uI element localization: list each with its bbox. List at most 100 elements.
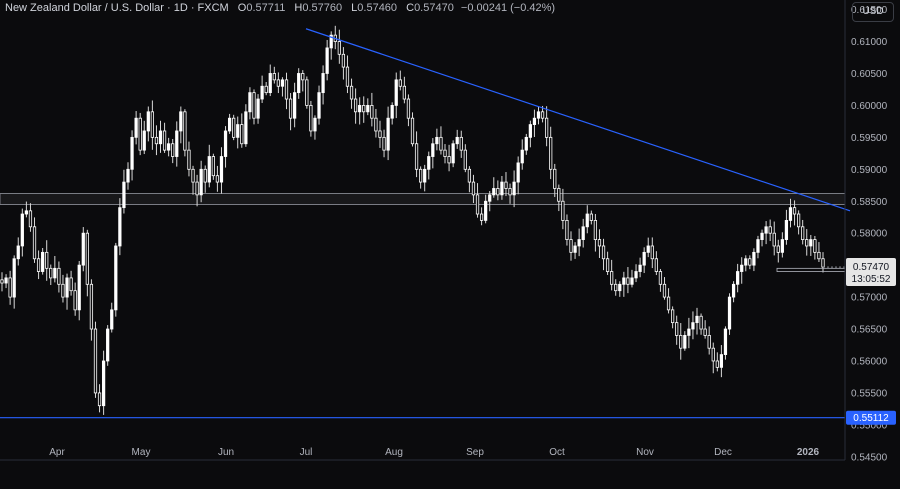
- candle-body: [297, 73, 301, 94]
- candle-body: [561, 200, 565, 221]
- candle-body: [435, 136, 439, 145]
- candle-body: [378, 130, 382, 138]
- candle-body: [431, 143, 435, 157]
- candle-body: [215, 175, 220, 183]
- candle-body: [398, 79, 402, 87]
- candle-body: [325, 47, 329, 74]
- candle-body: [723, 328, 728, 355]
- candle-body: [776, 245, 780, 253]
- candle-body: [276, 79, 280, 87]
- candle-body: [796, 213, 801, 228]
- candle-body: [73, 290, 77, 311]
- x-tick-label: Jul: [300, 447, 313, 458]
- candle-body: [784, 220, 789, 240]
- candle-body: [675, 322, 679, 336]
- candle-body: [370, 105, 374, 119]
- candle-body: [203, 168, 207, 183]
- drawing-lines: [0, 28, 851, 419]
- y-tick-label: 0.56000: [851, 356, 888, 367]
- candle-body: [126, 168, 130, 183]
- candle-body: [719, 354, 724, 368]
- candle-body: [695, 315, 699, 324]
- candle-body: [683, 335, 687, 349]
- candle-body: [780, 239, 784, 253]
- candle-body: [57, 267, 61, 285]
- symbol-title: New Zealand Dollar / U.S. Dollar · 1D · …: [5, 2, 229, 14]
- candle-body: [183, 111, 187, 151]
- x-tick-label: May: [132, 447, 151, 458]
- candle-body: [801, 226, 805, 240]
- candle-body: [427, 156, 431, 170]
- candle-body: [358, 105, 362, 113]
- candle-body: [764, 226, 768, 234]
- y-tick-label: 0.59500: [851, 133, 888, 144]
- candle-body: [524, 136, 528, 151]
- candle-body: [463, 149, 467, 170]
- candle-body: [715, 360, 719, 368]
- candle-body: [45, 251, 49, 269]
- candle-body: [317, 92, 321, 119]
- candle-body: [41, 251, 45, 272]
- candle-body: [614, 283, 618, 292]
- candle-body: [0, 279, 4, 284]
- candle-body: [390, 105, 394, 119]
- candle-body: [301, 73, 305, 81]
- currency-button[interactable]: USD: [852, 2, 894, 22]
- candle-body: [341, 53, 346, 68]
- candle-body: [8, 277, 12, 298]
- candle-body: [134, 117, 138, 138]
- candle-body: [565, 220, 569, 240]
- candle-body: [374, 117, 378, 132]
- candle-body: [520, 149, 524, 164]
- candle-body: [622, 277, 626, 285]
- trendline[interactable]: [305, 28, 851, 212]
- candle-body: [662, 283, 667, 298]
- candle-body: [195, 181, 199, 196]
- candle-body: [557, 188, 561, 202]
- candle-body: [601, 245, 606, 260]
- candle-body: [406, 98, 411, 119]
- resistance-zone-box: [0, 193, 846, 205]
- candle-body: [638, 264, 642, 272]
- y-tick-label: 0.57000: [851, 293, 888, 304]
- candle-body: [545, 117, 549, 138]
- y-axis-ticks[interactable]: 0.61500 0.61000 0.60500 0.60000 0.59500 0.590…: [851, 5, 888, 463]
- candle-body: [817, 251, 821, 260]
- candle-body: [626, 277, 630, 285]
- x-axis-ticks[interactable]: Apr May Jun Jul Aug Sep Oct Nov Dec 2026: [49, 447, 819, 458]
- candle-body: [488, 194, 492, 202]
- candle-body: [760, 232, 764, 240]
- candle-body: [349, 85, 354, 100]
- candle-body: [679, 335, 683, 349]
- candle-body: [199, 168, 203, 196]
- candle-body: [337, 41, 341, 55]
- candle-body: [97, 392, 102, 407]
- candle-body: [711, 347, 715, 362]
- last-price-value: 0.57470: [853, 262, 890, 273]
- candle-body: [53, 267, 57, 279]
- level-tag: [846, 410, 896, 425]
- candle-body: [138, 117, 142, 151]
- y-tick-label: 0.55500: [851, 388, 888, 399]
- candle-body: [150, 111, 155, 138]
- last-price-tag: [846, 258, 896, 287]
- candle-body: [187, 149, 191, 170]
- symbol-header[interactable]: New Zealand Dollar / U.S. Dollar · 1D · …: [5, 2, 555, 14]
- candle-body: [618, 283, 622, 292]
- candle-body: [581, 226, 585, 240]
- candle-body: [805, 239, 809, 247]
- candles: [0, 25, 825, 415]
- candle-body: [443, 149, 447, 157]
- candle-body: [459, 136, 463, 151]
- candle-body: [772, 232, 776, 247]
- candle-body: [528, 124, 532, 138]
- candle-body: [61, 283, 65, 298]
- close-value: 0.57470: [414, 2, 454, 14]
- candle-body: [703, 328, 707, 336]
- candle-body: [610, 271, 614, 285]
- candle-body: [32, 226, 37, 260]
- candle-body: [670, 309, 675, 324]
- candle-body: [207, 156, 211, 183]
- candle-body: [731, 283, 736, 298]
